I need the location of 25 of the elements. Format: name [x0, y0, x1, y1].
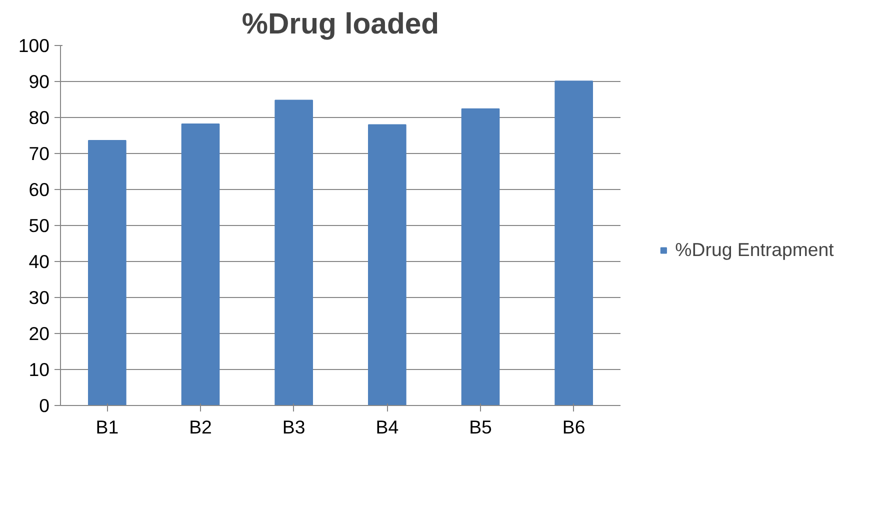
y-tick-label: 90	[28, 71, 50, 92]
chart-title: %Drug loaded	[242, 8, 440, 40]
y-tick-label: 20	[28, 323, 50, 344]
y-tick-label: 30	[28, 287, 50, 308]
y-tick-label: 10	[28, 359, 50, 380]
y-tick-label: 70	[28, 143, 50, 164]
y-tick-label: 100	[18, 35, 50, 56]
x-tick-label: B5	[469, 416, 492, 438]
bar	[461, 108, 500, 406]
y-tick-label: 80	[28, 107, 50, 128]
x-tick-label: B6	[562, 416, 586, 438]
bar	[181, 123, 220, 406]
legend-label: %Drug Entrapment	[675, 239, 834, 261]
y-tick-label: 40	[28, 251, 50, 272]
x-tick-label: B2	[189, 416, 212, 438]
bar	[368, 124, 406, 406]
bar	[274, 100, 313, 406]
y-tick-label: 0	[39, 395, 50, 416]
bar	[554, 80, 593, 406]
x-tick-label: B4	[376, 416, 399, 438]
x-tick-label: B3	[282, 416, 306, 438]
x-tick-label: B1	[96, 416, 119, 438]
bar	[88, 140, 126, 406]
y-tick-label: 50	[28, 215, 50, 236]
y-tick-label: 60	[28, 179, 50, 200]
